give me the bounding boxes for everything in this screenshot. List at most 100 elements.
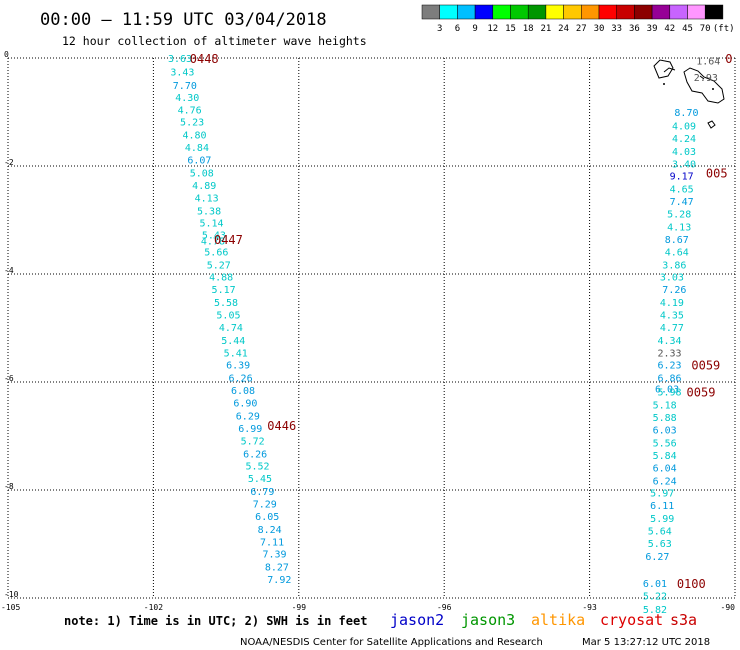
scale-swatch (492, 4, 511, 20)
chart-title: 00:00 — 11:59 UTC 03/04/2018 (40, 10, 327, 30)
satellite-name-s3a: s3a (670, 611, 697, 629)
scale-swatch (687, 4, 706, 20)
wave-height-label: 7.26 (662, 285, 686, 296)
wave-height-label: 5.99 (650, 514, 674, 525)
y-tick-label: -2 (4, 158, 14, 167)
wave-height-label: 6.24 (653, 476, 677, 487)
y-tick-label: 0 (4, 50, 9, 59)
time-label: 0448 (190, 52, 219, 66)
scale-label: 3 (437, 24, 442, 34)
wave-height-label: 5.97 (650, 489, 674, 500)
axis-ticks: -105 -102 -99 -96 -93 -90 0 -2 -4 -6 -8 -10 (1, 50, 735, 612)
wave-height-label: 5.23 (180, 118, 204, 129)
wave-height-label: 5.05 (216, 311, 240, 322)
credit-text: NOAA/NESDIS Center for Satellite Applica… (240, 637, 543, 648)
scale-swatch (439, 4, 458, 20)
wave-height-label: 8.70 (674, 108, 698, 119)
time-label: 0447 (214, 233, 243, 247)
wave-height-label: 5.82 (643, 605, 667, 616)
wave-height-label: 4.19 (660, 298, 684, 309)
wave-height-label: 6.23 (657, 361, 681, 372)
wave-height-label: 4.34 (657, 336, 681, 347)
wave-height-label: 6.07 (187, 156, 211, 167)
wave-height-label: 6.26 (243, 449, 267, 460)
wave-height-label: 4.89 (192, 181, 216, 192)
wave-height-label: 3.86 (662, 260, 686, 271)
chart-subtitle: 12 hour collection of altimeter wave hei… (62, 34, 367, 48)
wave-height-label: 6.79 (250, 487, 274, 498)
wave-height-label: 5.41 (224, 348, 248, 359)
wave-height-label: 7.39 (262, 550, 286, 561)
y-tick-label: -4 (4, 266, 14, 275)
wave-height-label: 5.72 (241, 436, 265, 447)
scale-label: 70 (700, 24, 711, 34)
wave-height-label: 5.84 (653, 451, 677, 462)
scale-label: 45 (682, 24, 693, 34)
scale-swatch (421, 4, 440, 20)
wave-height-label: 5.38 (197, 206, 221, 217)
scale-label: 30 (594, 24, 605, 34)
wave-height-label: 6.11 (650, 501, 674, 512)
scale-swatch (634, 4, 653, 20)
wave-height-label: 5.98 (657, 388, 681, 399)
scale-label: 24 (558, 24, 569, 34)
satellite-name-cryosat: cryosat (600, 611, 663, 629)
scale-label: 27 (576, 24, 587, 34)
wave-height-label: 4.35 (660, 311, 684, 322)
wave-height-label: 4.78 (201, 237, 225, 248)
wave-height-label: 5.64 (648, 527, 672, 538)
scale-swatch (581, 4, 600, 20)
wave-height-label: 6.05 (255, 512, 279, 523)
time-label: 005 (706, 166, 728, 180)
time-label: 0059 (691, 359, 720, 373)
wave-height-label: 4.13 (195, 193, 219, 204)
y-tick-label: -8 (4, 482, 14, 491)
wave-height-label: 5.58 (214, 298, 238, 309)
scale-swatch (704, 4, 724, 20)
wave-height-label: 4.80 (182, 131, 206, 142)
wave-height-label: 5.08 (190, 168, 214, 179)
wave-height-label: 5.63 (648, 539, 672, 550)
satellite-name-altika: altika (531, 611, 585, 629)
wave-height-label: 6.03 (655, 384, 679, 395)
scale-label: 36 (629, 24, 640, 34)
wave-height-label: 6.27 (645, 552, 669, 563)
scale-label: 18 (523, 24, 534, 34)
wave-height-label: 3.63 (168, 54, 192, 65)
wave-height-label: 2.33 (657, 348, 681, 359)
wave-height-label: 6.29 (236, 411, 260, 422)
wave-height-label: 5.45 (248, 474, 272, 485)
wave-height-label: 4.09 (672, 122, 696, 133)
generated-timestamp: Mar 5 13:27:12 UTC 2018 (582, 637, 710, 648)
wave-height-label: 4.76 (178, 105, 202, 116)
wave-height-label: 5.27 (207, 260, 231, 271)
time-label: 0059 (687, 386, 716, 400)
scale-label: 21 (540, 24, 551, 34)
color-scale: 3 6 9 12 15 18 21 24 27 30 33 36 39 42 45 70 (ft) (421, 4, 735, 34)
time-label: 0446 (267, 419, 296, 433)
wave-height-label: 4.65 (670, 185, 694, 196)
footer-note: note: 1) Time is in UTC; 2) SWH is in fe… (64, 614, 367, 628)
wave-height-label: 5.43 (202, 231, 226, 242)
wave-height-label: 6.39 (226, 361, 250, 372)
wave-height-label: 5.44 (221, 336, 245, 347)
wave-height-label: 7.47 (670, 197, 694, 208)
scale-label: 12 (487, 24, 498, 34)
wave-height-label: 4.13 (667, 222, 691, 233)
wave-height-label: 2.93 (694, 73, 718, 84)
wave-height-label: 3.03 (660, 273, 684, 284)
time-label: 0100 (677, 577, 706, 591)
wave-height-label: 4.03 (672, 147, 696, 158)
scale-label: 33 (611, 24, 622, 34)
coastline-map (653, 59, 725, 129)
scale-swatch (651, 4, 671, 20)
scale-swatch (616, 4, 635, 20)
wave-height-label: 5.17 (212, 285, 236, 296)
wave-height-label: 6.04 (653, 463, 677, 474)
satellite-name-jason2: jason2 (390, 611, 444, 629)
wave-height-label: 7.11 (260, 537, 284, 548)
scale-label: 9 (472, 24, 477, 34)
wave-height-label: 1.64 (696, 57, 720, 68)
scale-label: 15 (505, 24, 516, 34)
